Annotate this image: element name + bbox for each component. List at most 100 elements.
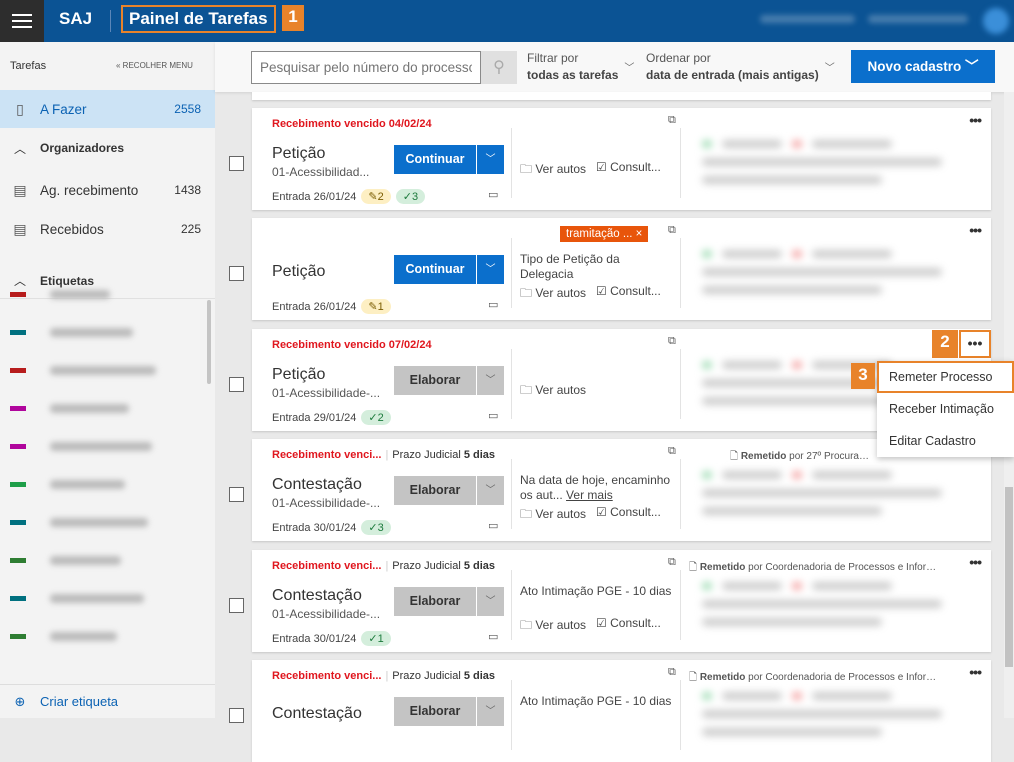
- add-to-panel-icon[interactable]: ⧉: [668, 445, 676, 457]
- task-title[interactable]: Petição: [272, 263, 326, 280]
- scrollbar-thumb[interactable]: [1005, 487, 1013, 667]
- sidebar-tag-item[interactable]: [10, 360, 190, 380]
- task-checkbox[interactable]: [229, 708, 244, 723]
- task-title[interactable]: Contestação: [272, 705, 362, 722]
- avatar[interactable]: [983, 8, 1009, 34]
- task-title[interactable]: Contestação: [272, 587, 362, 604]
- calendar-check-icon: ☑: [596, 284, 611, 298]
- search-input[interactable]: [251, 51, 481, 84]
- sidebar-tag-item[interactable]: [10, 550, 190, 570]
- collapse-menu-button[interactable]: « RECOLHER MENU: [116, 61, 193, 70]
- consult-link[interactable]: ☑ Consult...: [596, 616, 661, 637]
- more-options-button[interactable]: •••: [969, 112, 982, 128]
- view-records-link[interactable]: 🗀 Ver autos: [520, 284, 586, 305]
- sidebar-tag-item[interactable]: [10, 512, 190, 532]
- task-checkbox[interactable]: [229, 266, 244, 281]
- sidebar-tag-item[interactable]: [10, 398, 190, 418]
- create-tag-button[interactable]: ⊕ Criar etiqueta: [0, 684, 215, 718]
- menu-item-remeter-processo[interactable]: Remeter Processo: [877, 361, 1014, 393]
- menu-item-editar-cadastro[interactable]: Editar Cadastro: [889, 434, 976, 448]
- more-options-button[interactable]: •••: [969, 664, 982, 680]
- view-records-link[interactable]: 🗀 Ver autos: [520, 160, 586, 181]
- sidebar-tag-item[interactable]: [10, 436, 190, 456]
- task-checkbox[interactable]: [229, 487, 244, 502]
- more-options-button[interactable]: •••: [959, 330, 991, 358]
- close-icon[interactable]: ×: [635, 228, 643, 240]
- consult-link[interactable]: ☑ Consult...: [596, 160, 661, 181]
- search-icon[interactable]: ⚲: [481, 51, 517, 84]
- primary-action-button[interactable]: Elaborar: [394, 587, 476, 616]
- sidebar-tag-item[interactable]: [10, 474, 190, 494]
- order-dropdown[interactable]: Ordenar por data de entrada (mais antiga…: [646, 50, 835, 84]
- comment-icon[interactable]: ▭: [488, 299, 499, 311]
- action-dropdown-chevron-icon[interactable]: ﹀: [477, 255, 504, 284]
- comment-icon[interactable]: ▭: [488, 410, 499, 422]
- consult-link[interactable]: ☑ Consult...: [596, 505, 661, 526]
- divider: [511, 459, 512, 529]
- deadline-label: Prazo Judicial: [392, 670, 461, 682]
- entry-info: Entrada 30/01/24 ✓3: [272, 520, 391, 535]
- add-to-panel-icon[interactable]: ⧉: [668, 556, 676, 568]
- menu-item-receber-intimacao[interactable]: Receber Intimação: [889, 402, 994, 416]
- action-dropdown-chevron-icon[interactable]: ﹀: [477, 145, 504, 174]
- tag-color-swatch: [10, 519, 26, 525]
- primary-action-button[interactable]: Elaborar: [394, 697, 476, 726]
- entry-date: Entrada 26/01/24: [272, 190, 357, 203]
- comment-icon[interactable]: ▭: [488, 631, 499, 643]
- user-unit-blurred[interactable]: [868, 15, 968, 23]
- primary-action-button[interactable]: Elaborar: [394, 366, 476, 395]
- comment-icon[interactable]: ▭: [488, 520, 499, 532]
- link-label: Ver autos: [535, 507, 587, 521]
- view-records-link[interactable]: 🗀 Ver autos: [520, 616, 586, 637]
- primary-action-button[interactable]: Continuar: [394, 145, 476, 174]
- task-checkbox[interactable]: [229, 377, 244, 392]
- add-to-panel-icon[interactable]: ⧉: [668, 335, 676, 347]
- task-title[interactable]: Petição: [272, 145, 326, 162]
- add-to-panel-icon[interactable]: ⧉: [668, 114, 676, 126]
- primary-action-button[interactable]: Continuar: [394, 255, 476, 284]
- consult-link[interactable]: ☑ Consult...: [596, 284, 661, 305]
- hamburger-menu-icon[interactable]: [0, 0, 44, 42]
- task-checkbox[interactable]: [229, 156, 244, 171]
- sidebar-item-ag-recebimento[interactable]: ▤ Ag. recebimento 1438: [0, 171, 215, 209]
- comment-icon[interactable]: ▭: [488, 189, 499, 201]
- document-icon: ▤: [13, 220, 27, 237]
- task-checkbox[interactable]: [229, 598, 244, 613]
- sidebar-scrollbar[interactable]: [207, 300, 211, 384]
- action-dropdown-chevron-icon[interactable]: ﹀: [477, 366, 504, 395]
- sidebar-tag-item[interactable]: [10, 322, 190, 342]
- primary-action-button[interactable]: Elaborar: [394, 476, 476, 505]
- sidebar-tag-item[interactable]: [10, 626, 190, 646]
- tag-chip[interactable]: tramitação ... ×: [560, 226, 649, 242]
- tag-color-swatch: [10, 633, 26, 639]
- view-records-link[interactable]: 🗀 Ver autos: [520, 505, 586, 526]
- blurred-text: [702, 489, 942, 497]
- folder-icon: 🗀: [520, 383, 536, 397]
- action-dropdown-chevron-icon[interactable]: ﹀: [477, 587, 504, 616]
- add-to-panel-icon[interactable]: ⧉: [668, 224, 676, 236]
- sidebar-item-a-fazer[interactable]: ▯ A Fazer 2558: [0, 90, 215, 128]
- task-title[interactable]: Contestação: [272, 476, 362, 493]
- task-title[interactable]: Petição: [272, 366, 326, 383]
- more-options-button[interactable]: •••: [969, 554, 982, 570]
- sidebar-tag-item[interactable]: [10, 588, 190, 608]
- sidebar: Tarefas « RECOLHER MENU ▯ A Fazer 2558 ︿…: [0, 42, 215, 718]
- action-dropdown-chevron-icon[interactable]: ﹀: [477, 697, 504, 726]
- more-options-button[interactable]: •••: [969, 222, 982, 238]
- labels-section-toggle[interactable]: ︿ Etiquetas: [0, 263, 215, 299]
- sidebar-item-label: A Fazer: [40, 101, 87, 117]
- sidebar-item-recebidos[interactable]: ▤ Recebidos 225: [0, 210, 215, 248]
- filter-dropdown[interactable]: Filtrar por todas as tarefas ﹀: [527, 50, 634, 84]
- divider: [680, 459, 681, 529]
- see-more-link[interactable]: Ver mais: [566, 488, 613, 502]
- action-dropdown-chevron-icon[interactable]: ﹀: [477, 476, 504, 505]
- sidebar-tag-item[interactable]: [10, 284, 190, 304]
- blurred-text: [702, 471, 712, 479]
- brand-logo[interactable]: SAJ: [59, 9, 93, 28]
- add-to-panel-icon[interactable]: ⧉: [668, 666, 676, 678]
- page-title: Painel de Tarefas: [121, 5, 276, 33]
- organizers-section-toggle[interactable]: ︿ Organizadores: [0, 133, 215, 163]
- new-registration-button[interactable]: Novo cadastro ﹀: [851, 50, 995, 83]
- view-records-link[interactable]: 🗀 Ver autos: [520, 381, 586, 402]
- tag-color-swatch: [10, 443, 26, 449]
